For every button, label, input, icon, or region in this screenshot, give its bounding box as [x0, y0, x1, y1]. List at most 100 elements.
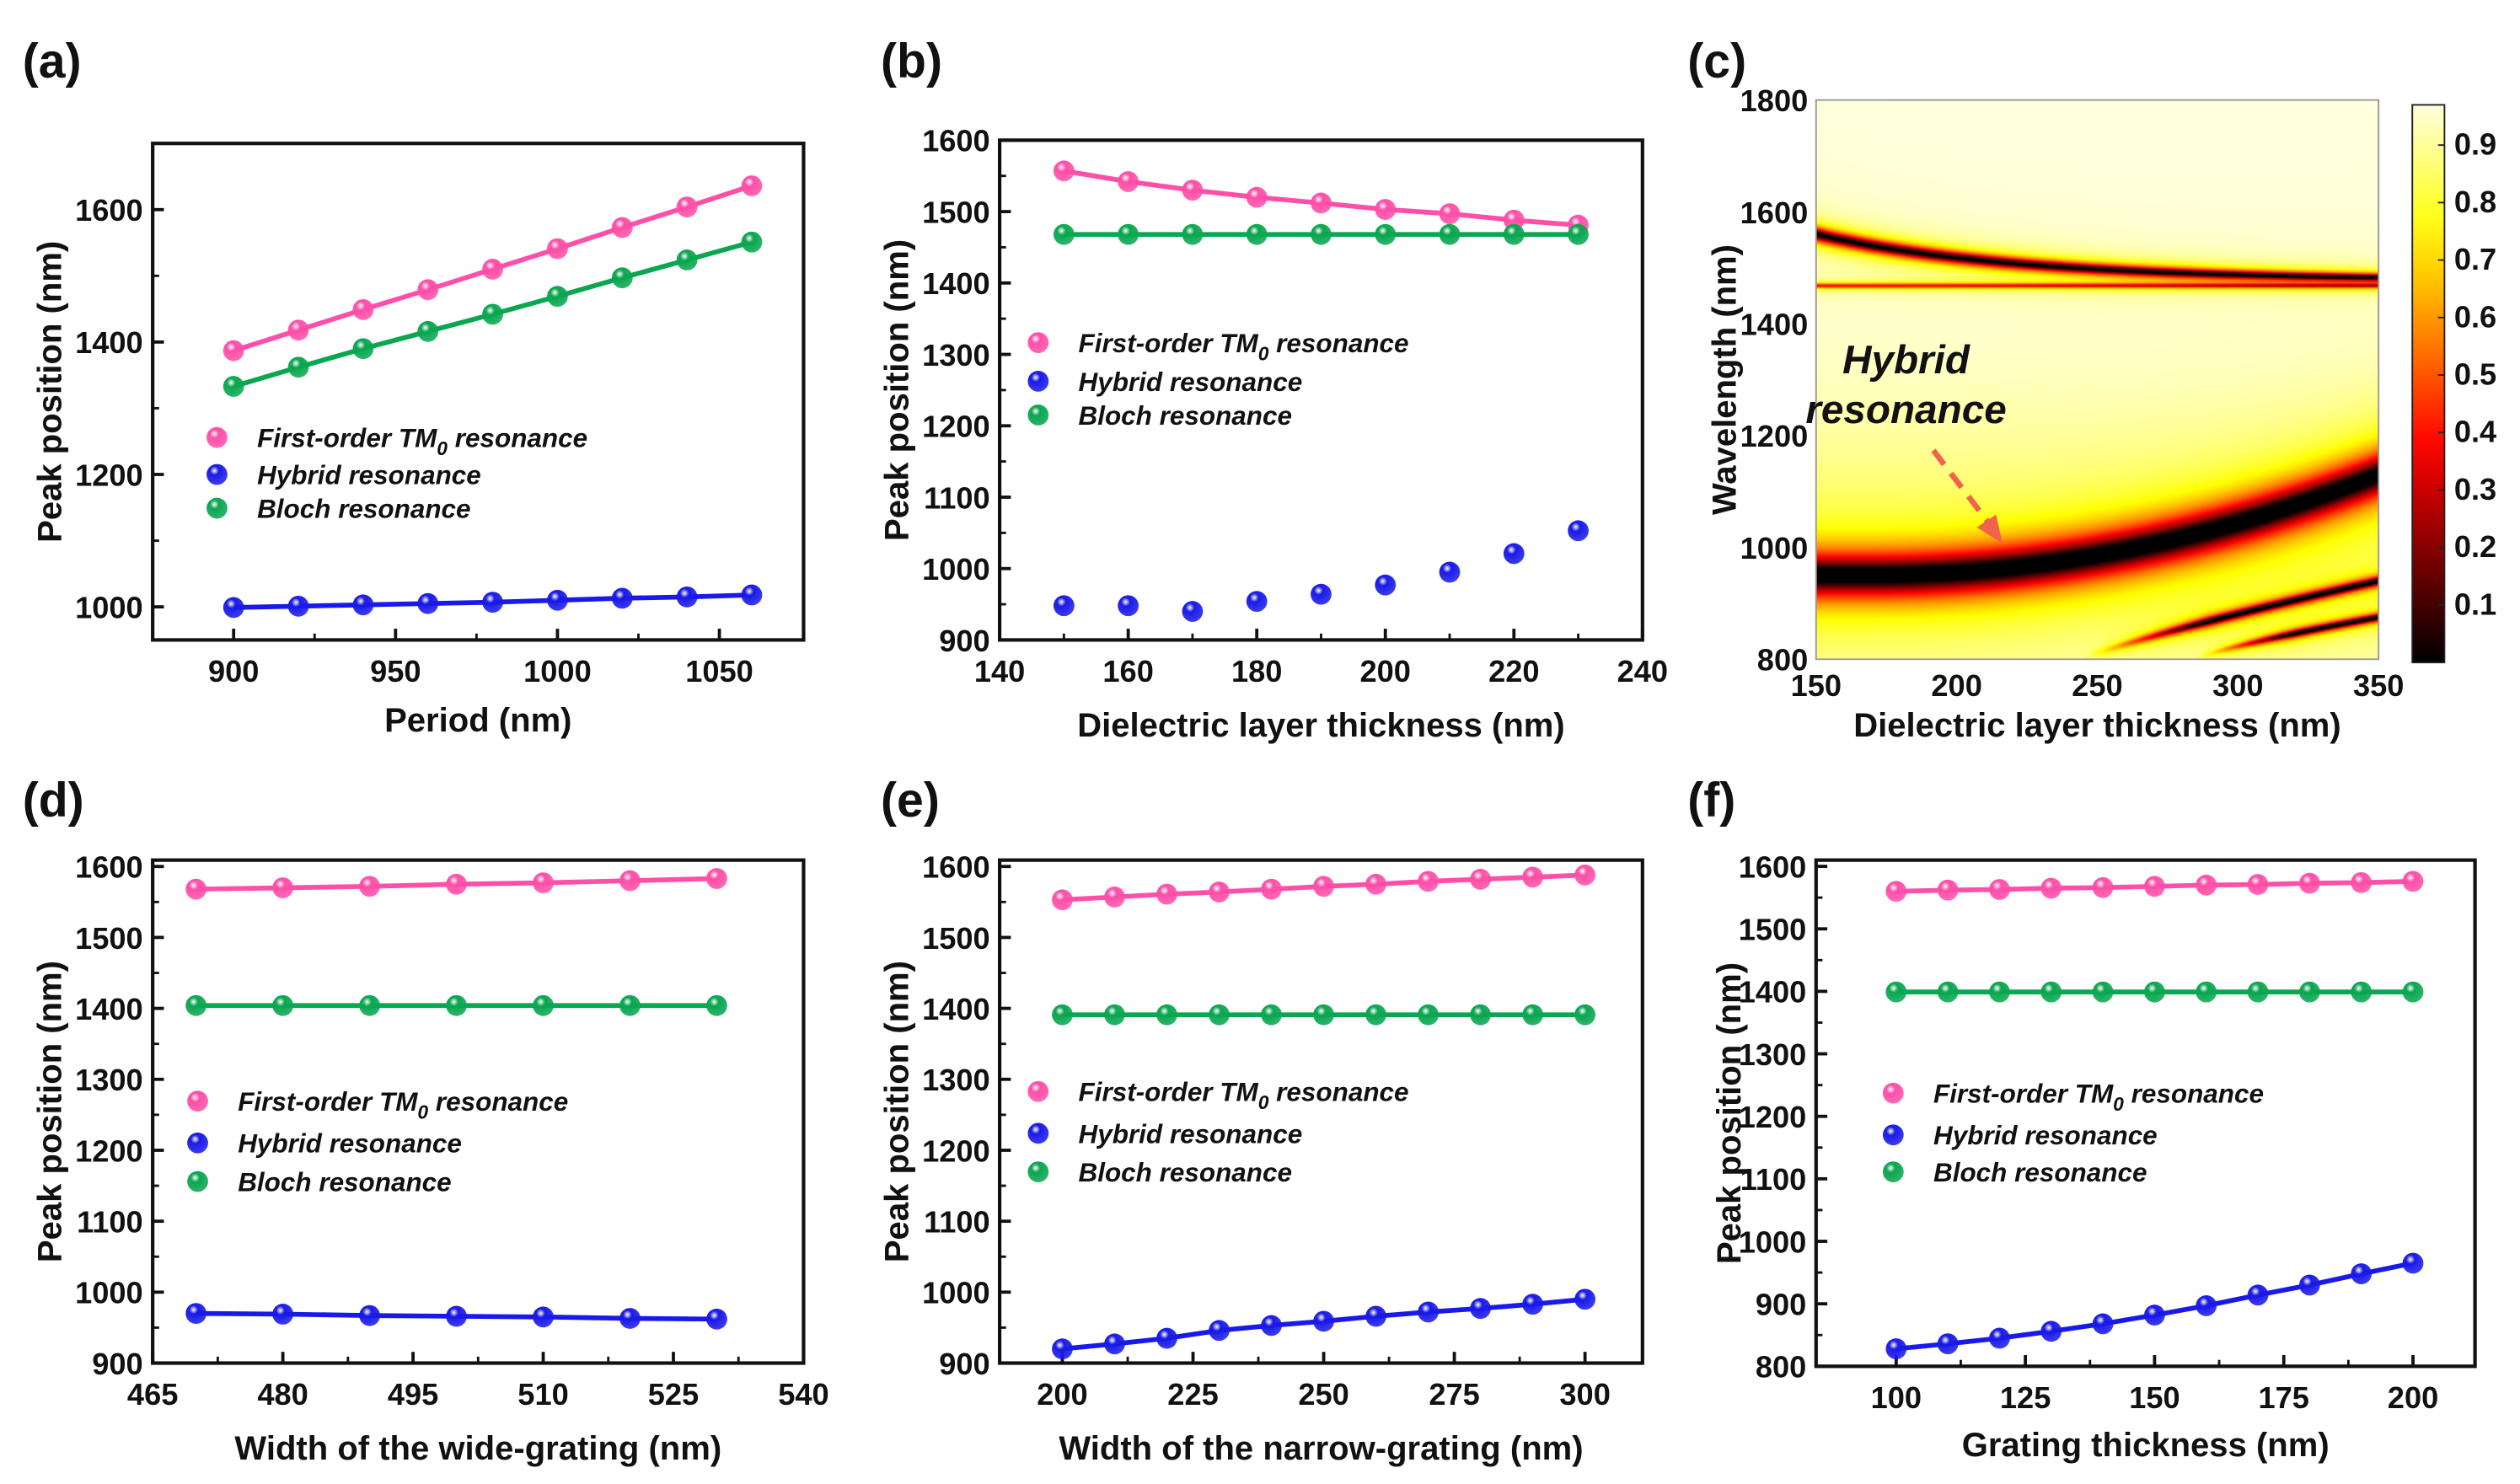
data-point: [1470, 868, 1491, 890]
x-tick-label: 200: [1360, 654, 1411, 688]
legend-label: Hybrid resonance: [257, 460, 481, 490]
x-tick-label: 175: [2259, 1380, 2309, 1415]
panel-label: (e): [881, 774, 940, 828]
legend-marker: [1027, 1122, 1049, 1144]
legend-marker: [1027, 1161, 1049, 1182]
data-point: [706, 994, 727, 1016]
y-tick-label: 1500: [75, 921, 143, 956]
data-point: [547, 589, 568, 611]
series-first_order: [223, 175, 763, 362]
legend-item: First-order TM0 resonance: [1027, 1078, 1409, 1114]
data-point: [1937, 981, 1959, 1003]
colorbar-tick-label: 0.8: [2454, 185, 2496, 219]
colorbar: [2411, 104, 2446, 664]
data-point: [287, 595, 309, 617]
legend-item: First-order TM0 resonance: [206, 424, 587, 460]
data-point: [533, 994, 554, 1016]
legend-item: Bloch resonance: [187, 1167, 452, 1197]
y-axis-label: Wavelength (nm): [1706, 244, 1743, 515]
y-tick-label: 1100: [1740, 1162, 1807, 1197]
legend-item: First-order TM0 resonance: [1882, 1080, 2264, 1115]
series-first_order: [1052, 864, 1596, 911]
data-point: [1246, 591, 1268, 613]
data-point: [1503, 223, 1525, 245]
x-tick-label: 100: [1871, 1380, 1922, 1415]
data-point: [2298, 1274, 2320, 1296]
hybrid-annotation: Hybrid resonance: [1805, 338, 2007, 544]
data-point: [619, 1308, 641, 1329]
legend-item: Bloch resonance: [1027, 1158, 1292, 1187]
data-point: [1885, 981, 1907, 1003]
data-point: [611, 217, 633, 238]
data-point: [1182, 223, 1204, 245]
x-tick-label: 495: [388, 1377, 438, 1412]
data-point: [272, 994, 294, 1016]
data-point: [1418, 871, 1439, 892]
data-point: [1574, 864, 1596, 886]
y-tick-label: 1400: [922, 992, 990, 1026]
data-point: [676, 586, 698, 608]
legend-label: First-order TM0 resonance: [1079, 1078, 1409, 1114]
data-point: [1568, 520, 1589, 542]
data-point: [359, 994, 380, 1016]
legend-item: First-order TM0 resonance: [187, 1087, 568, 1123]
series-hybrid: [185, 1303, 727, 1330]
data-point: [2247, 981, 2269, 1003]
data-point: [1053, 160, 1075, 182]
annotation-arrow: [1931, 448, 1992, 527]
legend-label: Bloch resonance: [238, 1167, 451, 1197]
panel-label: (c): [1687, 35, 1746, 88]
legend-marker: [206, 463, 228, 485]
y-tick-label: 1300: [75, 1063, 143, 1097]
legend-marker: [1882, 1161, 1904, 1182]
legend-text: resonance: [448, 424, 587, 453]
data-point: [1937, 879, 1959, 901]
data-point: [1104, 1004, 1125, 1026]
y-tick-label: 1200: [922, 1133, 990, 1168]
data-point: [1209, 1004, 1230, 1026]
x-tick-label: 275: [1429, 1377, 1479, 1412]
legend-label: First-order TM0 resonance: [257, 424, 587, 460]
data-point: [1937, 1333, 1959, 1355]
data-point: [1439, 203, 1461, 225]
data-point: [1989, 1327, 2010, 1349]
data-point: [1053, 223, 1075, 245]
y-tick-label: 1600: [922, 124, 990, 158]
data-point: [706, 868, 727, 889]
data-point: [2402, 871, 2424, 892]
data-point: [1156, 883, 1177, 905]
x-tick-label: 140: [974, 654, 1025, 688]
panel-a: (a) 900 950 1000 1050 1000 1200 1400 1600 First-o…: [23, 35, 806, 739]
y-axis-label: Peak position (nm): [878, 239, 915, 541]
data-point: [417, 279, 439, 301]
x-tick-label: 525: [648, 1377, 699, 1412]
data-point: [352, 298, 374, 320]
data-point: [1104, 1333, 1125, 1355]
legend-item: Hybrid resonance: [1027, 1119, 1302, 1149]
y-tick-label: 1500: [922, 195, 990, 229]
legend-text: First-order TM: [257, 424, 437, 453]
annotation-line2: resonance: [1805, 388, 2006, 432]
data-point: [676, 249, 698, 271]
y-tick-label: 1000: [1740, 531, 1809, 565]
data-point: [1365, 1004, 1386, 1026]
y-tick-label: 1000: [75, 1276, 143, 1310]
data-point: [611, 587, 633, 609]
legend-subscript: 0: [417, 1101, 428, 1123]
panel-c: (c) 0.1 0.2 0.3 0.4 0.5 0.6 0.7 0.8 0.9 150 200 250 3…: [1687, 35, 2496, 744]
legend-marker: [1027, 332, 1049, 354]
y-tick-label: 1600: [75, 193, 143, 228]
panel-d: (d) 465 480 495 510 525 540 900 1000 1100 1200 1300…: [23, 774, 829, 1467]
data-point: [185, 878, 207, 900]
data-point: [1418, 1301, 1439, 1323]
legend-subscript: 0: [2113, 1093, 2124, 1115]
y-tick-label: 900: [939, 624, 989, 658]
legend-text: First-order TM: [238, 1087, 418, 1117]
data-point: [1182, 601, 1204, 622]
y-tick-label: 800: [1756, 1350, 1806, 1385]
colorbar-tick-label: 0.6: [2454, 299, 2496, 334]
data-point: [1313, 1310, 1334, 1332]
data-point: [352, 594, 374, 616]
panel-label: (d): [23, 774, 84, 828]
x-tick-label: 180: [1231, 654, 1282, 688]
